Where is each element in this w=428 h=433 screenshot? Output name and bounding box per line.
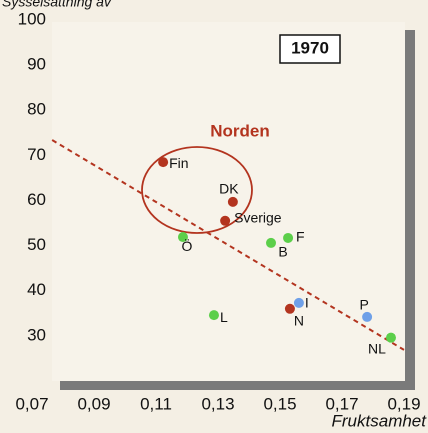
point bbox=[177, 232, 188, 243]
y-tick-label: 30 bbox=[27, 325, 46, 344]
point-label: DK bbox=[219, 181, 239, 197]
x-tick-label: 0,11 bbox=[140, 394, 172, 413]
y-tick-label: 60 bbox=[27, 190, 46, 209]
y-tick-label: 80 bbox=[27, 100, 46, 119]
point-label: I bbox=[305, 295, 309, 311]
point bbox=[385, 332, 396, 343]
y-tick-label: 40 bbox=[27, 280, 46, 299]
y-axis-label: Sysselsättning av bbox=[2, 0, 112, 10]
y-tick-label: 100 bbox=[18, 9, 46, 28]
point-label: Ö bbox=[182, 237, 193, 254]
x-tick-label: 0,15 bbox=[263, 394, 296, 413]
point bbox=[284, 303, 295, 314]
group-ellipse bbox=[141, 146, 253, 234]
point-label: P bbox=[359, 297, 368, 313]
point bbox=[208, 310, 219, 321]
point bbox=[283, 232, 294, 243]
x-tick-label: 0,07 bbox=[15, 394, 48, 413]
y-tick-label: 50 bbox=[27, 235, 46, 254]
point bbox=[227, 196, 238, 207]
x-axis-label: Fruktsamhet bbox=[332, 411, 428, 430]
point-label: F bbox=[296, 229, 305, 245]
x-tick-label: 0,09 bbox=[77, 394, 110, 413]
point-label: Fin bbox=[169, 155, 188, 171]
group-label: Norden bbox=[210, 121, 270, 140]
y-tick-label: 70 bbox=[27, 145, 46, 164]
point-label: L bbox=[220, 309, 228, 325]
point-label: Sverige bbox=[234, 210, 282, 226]
point bbox=[362, 311, 373, 322]
point bbox=[220, 215, 231, 226]
point bbox=[158, 157, 169, 168]
point bbox=[293, 297, 304, 308]
point-label: B bbox=[278, 244, 287, 260]
point-label: N bbox=[294, 313, 304, 329]
annotation-box bbox=[279, 34, 341, 64]
annotation: 1970 bbox=[291, 38, 329, 57]
point bbox=[266, 237, 277, 248]
x-tick-label: 0,19 bbox=[387, 394, 420, 413]
y-tick-label: 90 bbox=[27, 55, 46, 74]
point-label: NL bbox=[368, 340, 386, 356]
x-tick-label: 0,17 bbox=[325, 394, 358, 413]
x-tick-label: 0,13 bbox=[201, 394, 234, 413]
